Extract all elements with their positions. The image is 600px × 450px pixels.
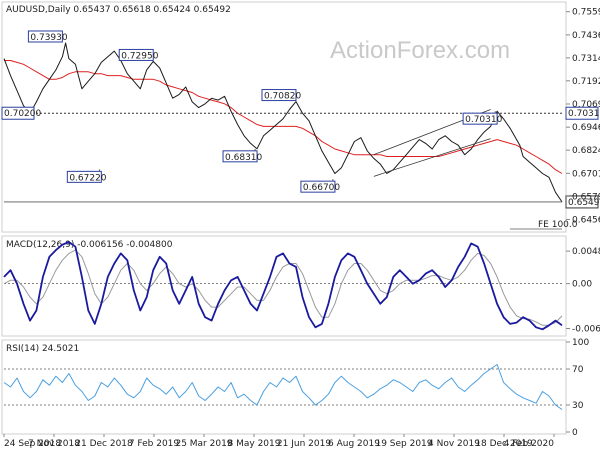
price-line — [3, 42, 563, 203]
main-header: AUDUSD,Daily 0.65437 0.65618 0.65424 0.6… — [6, 5, 231, 15]
x-tick-label: 19 Sep 2019 — [375, 439, 432, 449]
annotation-box — [261, 89, 297, 102]
price-badge-box — [565, 195, 599, 209]
macd-ytick-label: 0.00 — [572, 280, 592, 290]
annotation-label: 0.68310 — [225, 153, 262, 163]
macd-lines — [3, 241, 563, 331]
annotation-label: 0.67220 — [69, 173, 106, 183]
channel-line — [373, 138, 491, 177]
annotation-label: 0.72950 — [121, 51, 158, 61]
main-ytick-label: 0.67010 — [572, 169, 600, 179]
price-badge-label: 0.65492 — [568, 198, 600, 208]
rsi-header: RSI(14) 24.5021 — [6, 344, 79, 354]
main-ytick-label: 0.73140 — [572, 54, 600, 64]
x-tick-label: 6 Aug 2019 — [328, 439, 380, 449]
main-ytick-label: 0.71920 — [572, 77, 600, 87]
rsi-ytick-label: 0 — [572, 428, 578, 438]
x-tick-label: 4 Nov 2019 — [428, 439, 480, 449]
annotation-box — [462, 112, 498, 125]
right-level-tag-label: 0.70310 — [568, 109, 600, 119]
x-tick-label: 7 Feb 2019 — [129, 439, 180, 449]
x-tick-label: 25 Mar 2019 — [175, 439, 232, 449]
left-level-tag-label: 0.70200 — [4, 109, 41, 119]
main-y-axis: 0.75590 0.74360 0.73140 0.71920 0.70690 0.694… — [566, 8, 600, 225]
rsi-ytick-label: 30 — [572, 401, 584, 411]
annotation-box — [27, 30, 63, 43]
macd-ytick-label: -0.00668 — [572, 324, 600, 334]
x-tick-label: 7 Nov 2018 — [28, 439, 80, 449]
main-ytick-label: 0.75590 — [572, 8, 600, 18]
annotation-box — [300, 180, 336, 193]
x-tick-label: 18 Dec 2019 — [475, 439, 533, 449]
macd-ytick-label: 0.004849 — [572, 247, 600, 257]
rsi-y-axis: 100 70 30 0 — [566, 338, 589, 438]
rsi-path — [3, 364, 563, 410]
rsi-ytick-label: 70 — [572, 365, 584, 375]
annotation-box — [118, 48, 154, 61]
main-ytick-label: 0.64560 — [572, 215, 600, 225]
rsi-ytick-label: 100 — [572, 338, 589, 348]
macd-panel-bg — [1, 235, 567, 337]
main-ytick-label: 0.69460 — [572, 123, 600, 133]
annotation-label: 0.66700 — [303, 183, 340, 193]
right-level-tag-box — [565, 106, 599, 120]
main-ytick-label: 0.74360 — [572, 31, 600, 41]
macd-y-axis: 0.004849 0.00 -0.00668 — [566, 247, 600, 334]
price-annotations: 0.73930 0.72950 0.70820 0.68310 0.66700 0.703… — [27, 30, 503, 193]
rsi-panel-bg — [1, 339, 567, 435]
main-ytick-label: 0.70690 — [572, 100, 600, 110]
annotation-label: 0.73930 — [30, 33, 67, 43]
x-tick-label: 21 Jun 2019 — [277, 439, 331, 449]
watermark: ActionForex.com — [330, 37, 510, 64]
annotation-label: 0.70310 — [465, 115, 502, 125]
horizontal-levels: FE 100.0 0.70200 0.70310 0.65492 — [1, 106, 600, 230]
left-level-tag-box — [1, 106, 35, 120]
x-tick-label: 24 Sep 2018 — [4, 439, 61, 449]
annotation-label: 0.70820 — [264, 92, 301, 102]
annotation-box — [222, 150, 258, 163]
macd-signal-path — [3, 249, 563, 326]
macd-header: MACD(12,26,9) -0.006156 -0.004800 — [6, 240, 173, 250]
rsi-lines — [3, 364, 563, 410]
main-ytick-label: 0.65790 — [572, 192, 600, 202]
price-path — [3, 42, 563, 203]
x-tick-label: 8 May 2019 — [228, 439, 281, 449]
fe-label: FE 100.0 — [538, 220, 578, 230]
macd-main-path — [3, 241, 563, 331]
x-tick-label: 4 Feb 2020 — [504, 439, 555, 449]
main-ytick-label: 0.68240 — [572, 146, 600, 156]
x-tick-label: 21 Dec 2018 — [75, 439, 133, 449]
annotation-box — [66, 170, 102, 183]
